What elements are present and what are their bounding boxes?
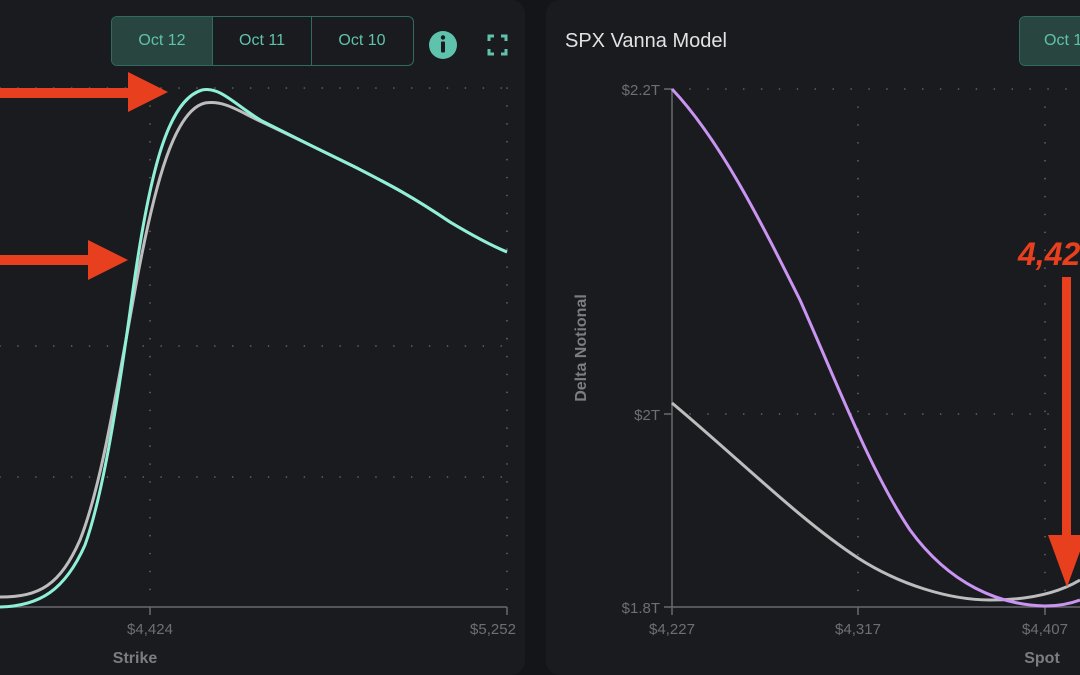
expand-icon[interactable] (487, 34, 508, 56)
red-arrow-mid (0, 240, 128, 280)
left-grid (0, 87, 508, 601)
y-axis-label-delta-notional: Delta Notional (573, 294, 590, 402)
y-tick-2t: $2T (634, 407, 660, 424)
tab-oct-11[interactable]: Oct 11 (213, 17, 312, 65)
x-axis-label-strike: Strike (113, 650, 158, 667)
left-x-axis (0, 606, 508, 615)
purple-model-line (670, 87, 1080, 608)
x-tick-4407: $4,407 (1022, 621, 1068, 638)
chart-title: SPX Vanna Model (565, 30, 727, 52)
vanna-strike-panel (0, 0, 525, 675)
x-tick-4227: $4,227 (649, 621, 695, 638)
red-arrow-peak (0, 72, 168, 112)
x-tick-4424: $4,424 (127, 621, 173, 638)
tab-oct-1x[interactable]: Oct 1 (1020, 17, 1080, 65)
teal-series-line (0, 87, 508, 609)
gray-model-line (671, 401, 1080, 602)
tab-oct-12[interactable]: Oct 12 (112, 17, 213, 65)
tab-oct-10[interactable]: Oct 10 (338, 32, 386, 49)
right-grid (689, 88, 1080, 601)
info-icon[interactable] (429, 31, 457, 59)
gray-series-line (0, 101, 508, 599)
x-axis-label-spot: Spot (1024, 650, 1060, 667)
spot-annotation-label: 4,42 (1017, 236, 1080, 272)
date-tab-group: Oct 12 Oct 11 Oct 10 (111, 16, 414, 66)
right-axes (664, 88, 1080, 615)
y-tick-2.2t: $2.2T (622, 82, 660, 99)
x-tick-5252: $5,252 (470, 621, 516, 638)
right-date-tab-group: Oct 1 (1019, 16, 1080, 66)
spx-vanna-model-panel (546, 0, 1080, 675)
y-tick-1.8t: $1.8T (622, 600, 660, 617)
x-tick-4317: $4,317 (835, 621, 881, 638)
red-arrow-down (1048, 277, 1080, 587)
